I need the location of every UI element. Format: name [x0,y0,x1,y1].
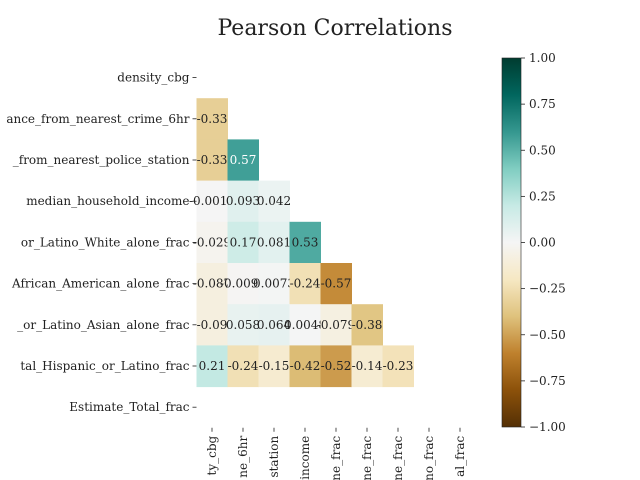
column-tick-label: no_frac [422,436,436,480]
column-tick-label: ne_6hr [236,436,250,478]
heatmap-cell [196,345,228,388]
colorbar-tick-label: 0.75 [529,97,556,111]
heatmap-cell [196,304,228,346]
column-axis: ty_cbg ne_6hr station income ne_frac ne_frac n… [205,427,467,480]
cell-value-label: 0.081 [257,235,291,249]
heatmap-cell [227,139,259,182]
cell-value-label: -0.33 [197,153,228,167]
heatmap-cells: -0.33-0.33 0.57-0.00120.0930.042-0.0290.1… [189,98,414,388]
cell-value-label: 0.0048 [284,318,326,332]
colorbar-gradient [502,58,521,427]
row-tick-label: median_household_income [26,194,189,208]
heatmap-cell [289,304,321,346]
heatmap-cell [196,221,228,264]
colorbar-axis: 1.00 0.75 0.50 0.25 0.00 −0.25 −0.50 −0.75 −1.00 [501,51,566,434]
cell-value-label: 0.0073 [253,277,295,291]
heatmap-cell [227,180,259,223]
row-tick-label: _or_Latino_Asian_alone_frac [17,318,190,332]
heatmap-cell [258,304,290,346]
cell-value-label: -0.33 [197,112,228,126]
column-tick-label: ne_frac [391,436,405,480]
heatmap-cell [351,345,383,388]
heatmap-cell [227,221,259,264]
row-tick-label: or_Latino_White_alone_frac [21,235,190,249]
row-axis: density_cbg ance_from_nearest_crime_6hr _f… [6,71,197,414]
heatmap-cell [289,263,321,305]
cell-value-label: -0.09 [197,318,228,332]
cell-value-label: -0.079 [317,318,355,332]
cell-value-label: -0.029 [193,235,231,249]
chart-title: Pearson Correlations [217,16,452,41]
colorbar-tick-label: 1.00 [529,51,556,65]
heatmap-cell [196,180,228,223]
cell-value-label: 0.058 [226,318,260,332]
cell-value-label: -0.57 [321,277,352,291]
column-tick-label: ne_frac [329,436,343,480]
cell-value-label: 0.53 [292,235,319,249]
heatmap-cell [196,139,228,182]
cell-value-label: -0.0012 [189,194,235,208]
heatmap-cell [258,221,290,264]
row-tick-label: _from_nearest_police_station [13,153,190,167]
row-tick-label: African_American_alone_frac [11,277,190,291]
cell-value-label: -0.23 [383,359,414,373]
column-tick-label: station [267,436,281,478]
heatmap-cell [258,263,290,305]
cell-value-label: 0.57 [230,153,257,167]
column-tick-label: al_frac [453,436,467,477]
colorbar-tick-label: 0.00 [529,236,556,250]
heatmap-cell [289,221,321,264]
cell-value-label: 0.042 [257,194,291,208]
cell-value-label: -0.42 [290,359,321,373]
heatmap-cell [289,345,321,388]
heatmap-cell [258,345,290,388]
cell-value-label: -0.087 [193,277,231,291]
colorbar-tick-label: −0.25 [529,282,566,296]
heatmap-cell [227,304,259,346]
colorbar-tick-label: −0.50 [529,328,566,342]
cell-value-label: 0.21 [199,359,226,373]
cell-value-label: -0.38 [352,318,383,332]
column-tick-label: ne_frac [360,436,374,480]
heatmap-cell [196,98,228,140]
row-tick-label: tal_Hispanic_or_Latino_frac [20,359,189,373]
row-tick-label: ance_from_nearest_crime_6hr [6,112,189,126]
colorbar [502,58,521,427]
heatmap-cell [196,263,228,305]
colorbar-tick-label: 0.25 [529,189,556,203]
cell-value-label: -0.52 [321,359,352,373]
heatmap-cell [258,180,290,223]
colorbar-tick-label: −0.75 [529,374,566,388]
colorbar-tick-label: 0.50 [529,143,556,157]
cell-value-label: -0.15 [259,359,290,373]
heatmap-cell [227,263,259,305]
heatmap-cell [320,263,352,305]
cell-value-label: 0.17 [230,235,257,249]
heatmap-cell [382,345,414,388]
cell-value-label: -0.24 [290,277,321,291]
column-tick-label: ty_cbg [205,435,219,475]
cell-value-label: -0.0097 [220,277,266,291]
cell-value-label: 0.064 [257,318,292,332]
heatmap-cell [351,304,383,346]
row-tick-label: Estimate_Total_frac [69,400,189,414]
heatmap-cell [320,345,352,388]
colorbar-tick-label: −1.00 [529,420,566,434]
cell-value-label: -0.14 [352,359,383,373]
column-tick-label: income [298,436,312,480]
cell-value-label: -0.24 [228,359,259,373]
cell-value-label: 0.093 [226,194,260,208]
row-tick-label: density_cbg [117,71,190,85]
heatmap-cell [227,345,259,388]
heatmap-cell [320,304,352,346]
